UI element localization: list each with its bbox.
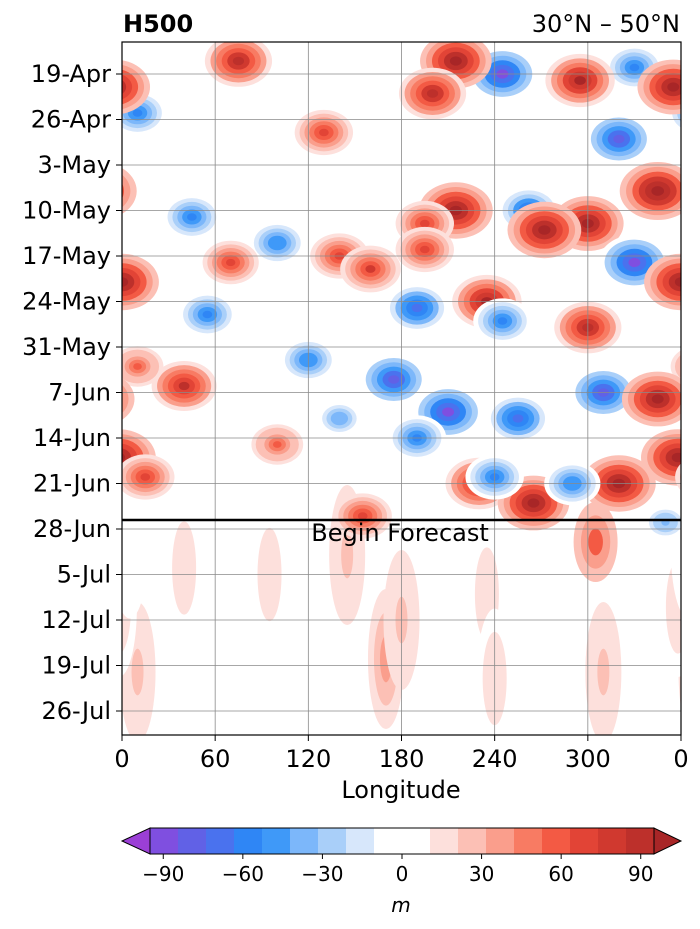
observed-anomaly-blob: [333, 493, 392, 539]
chart-title-right: 30°N – 50°N: [532, 10, 680, 38]
colorbar-bin: [346, 828, 375, 854]
y-axis-ticks: 19-Apr 26-Apr 3-May 10-May 17-May 24-May 31-Ma…: [22, 60, 122, 725]
colorbar-bin: [206, 828, 235, 854]
colorbar: [120, 827, 683, 855]
colorbar-tick-label: −30: [301, 862, 343, 886]
y-tick-label: 7-Jun: [48, 379, 111, 407]
x-tick-label: 60: [200, 745, 231, 773]
y-tick-label: 17-May: [22, 242, 111, 270]
observed-anomaly-blob: [507, 201, 582, 259]
y-tick-label: 3-May: [37, 151, 111, 179]
colorbar-extend-min: [120, 827, 151, 855]
colorbar-tick-label: 60: [548, 862, 573, 886]
colorbar-unit-label: m: [391, 893, 410, 917]
colorbar-bin: [262, 828, 291, 854]
colorbar-bin: [486, 828, 515, 854]
observed-anomaly-blob: [204, 42, 273, 87]
chart-title-left: H500: [123, 10, 193, 38]
observed-anomaly-blob: [122, 253, 681, 311]
observed-anomaly-blob: [280, 338, 337, 382]
y-tick-label: 28-Jun: [33, 515, 111, 543]
colorbar-bin: [514, 828, 543, 854]
forecast-anomaly-streak: [585, 602, 622, 735]
observed-anomaly-blob: [545, 53, 615, 108]
x-tick-label: 180: [379, 745, 425, 773]
x-tick-label: 300: [565, 745, 611, 773]
colorbar-bin: [178, 828, 207, 854]
colorbar-bin: [430, 828, 459, 854]
observed-anomaly-blob: [485, 393, 551, 444]
observed-anomaly-blob: [122, 503, 681, 542]
colorbar-bin: [542, 828, 571, 854]
x-tick-label: 0: [673, 745, 688, 773]
colorbar-tick-label: 90: [628, 862, 653, 886]
x-tick-label: 120: [285, 745, 331, 773]
observed-anomaly-blob: [162, 194, 222, 240]
colorbar-extend-max: [653, 827, 683, 855]
x-tick-label: 0: [114, 745, 129, 773]
observed-anomaly-blob: [473, 298, 532, 344]
y-tick-label: 31-May: [22, 333, 111, 361]
y-tick-label: 14-Jun: [33, 424, 111, 452]
colorbar-tick-label: 30: [469, 862, 494, 886]
colorbar-bin: [402, 828, 431, 854]
observed-anomaly-blob: [340, 245, 401, 293]
observed-anomaly-blob: [585, 113, 653, 165]
y-tick-label: 12-Jul: [42, 606, 112, 634]
observed-anomaly-blob: [122, 162, 681, 220]
y-tick-label: 21-Jun: [33, 470, 111, 498]
colorbar-bin: [318, 828, 347, 854]
observed-anomaly-blob: [202, 240, 259, 285]
observed-anomaly-blob: [178, 291, 237, 338]
colorbar-bin: [290, 828, 319, 854]
forecast-annotation: Begin Forecast: [311, 519, 489, 547]
colorbar-bin: [570, 828, 599, 854]
colorbar-bin: [374, 828, 403, 854]
observed-anomaly-blob: [122, 371, 681, 427]
colorbar-tick-label: −60: [222, 862, 264, 886]
observed-anomaly-blob: [313, 398, 366, 439]
colorbar-tick-label: −90: [142, 862, 184, 886]
grid-lines: [122, 42, 681, 735]
observed-anomaly-blob: [122, 346, 681, 387]
y-tick-label: 19-Jul: [42, 652, 112, 680]
colorbar-bin: [234, 828, 263, 854]
observed-anomaly-blob: [360, 353, 428, 406]
observed-anomaly-blob: [395, 226, 454, 273]
observed-anomaly-blob: [251, 424, 304, 465]
observed-anomaly-blob: [384, 283, 450, 333]
y-tick-label: 26-Jul: [42, 697, 112, 725]
y-tick-label: 19-Apr: [31, 60, 111, 88]
observed-anomaly-blob: [122, 454, 681, 500]
observed-anomaly-blob: [294, 109, 354, 156]
colorbar-bin: [626, 828, 655, 854]
x-axis-ticks: 0 60 120 180 240 300 0: [114, 735, 689, 773]
observed-anomaly-blob: [398, 67, 467, 120]
x-tick-label: 240: [472, 745, 518, 773]
observed-anomaly-blob: [122, 59, 681, 115]
colorbar-bin: [598, 828, 627, 854]
x-axis-label: Longitude: [341, 776, 460, 804]
colorbar-ticks: −90 −60 −30 0 30 60 90: [142, 854, 653, 886]
forecast-anomaly-streak: [166, 498, 203, 638]
observed-anomaly-blob: [249, 221, 306, 265]
y-tick-label: 10-May: [22, 197, 111, 225]
y-tick-label: 26-Apr: [31, 106, 111, 134]
colorbar-tick-label: 0: [396, 862, 409, 886]
observed-anomaly-blob: [554, 301, 622, 354]
y-tick-label: 5-Jul: [57, 561, 111, 589]
colorbar-bin: [458, 828, 487, 854]
colorbar-bin: [150, 828, 179, 854]
forecast-anomaly-streak: [573, 502, 618, 582]
observed-anomaly-blob: [151, 361, 217, 411]
y-tick-label: 24-May: [22, 288, 111, 316]
